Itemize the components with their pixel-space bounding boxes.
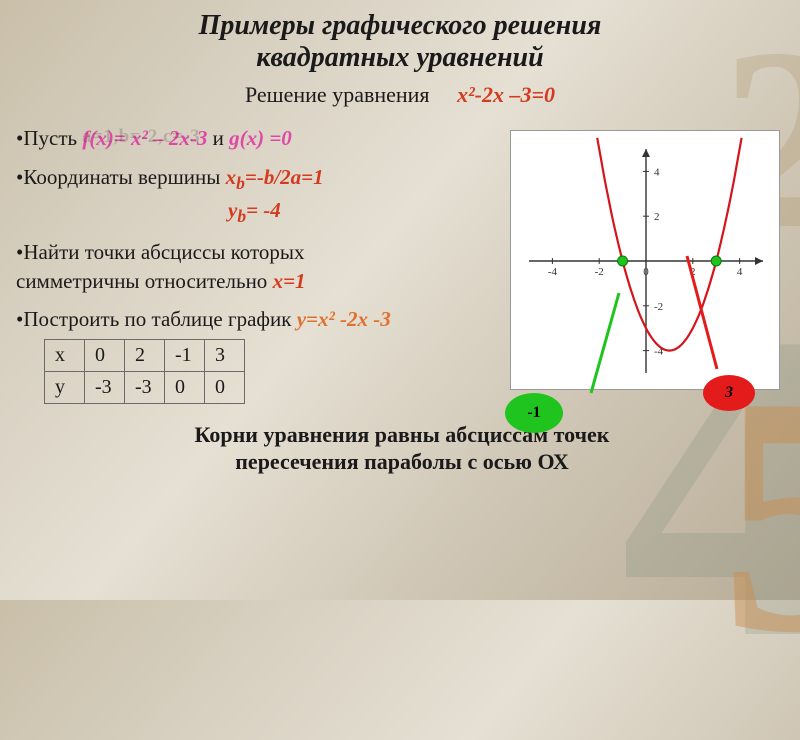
plot-eq: y=x² -2x -3 bbox=[297, 307, 391, 331]
sym-line-1: •Найти точки абсциссы которых bbox=[16, 240, 305, 264]
vertex-xb-x: x bbox=[226, 165, 237, 189]
subtitle-plain: Решение уравнения bbox=[245, 82, 430, 107]
parabola-chart: -4-2024-4-224 -1 3 bbox=[510, 130, 780, 390]
svg-text:4: 4 bbox=[654, 166, 660, 178]
cell: 0 bbox=[165, 372, 205, 404]
vertex-xb-sub: b bbox=[236, 173, 245, 193]
svg-text:0: 0 bbox=[643, 266, 649, 278]
callout-line-left bbox=[561, 353, 621, 433]
vertex-xb-eq: =-b/2a=1 bbox=[245, 165, 324, 189]
cell: 3 bbox=[205, 340, 245, 372]
coeff-overlay: a=1,b=-2,c=-3 bbox=[82, 124, 200, 150]
svg-text:-2: -2 bbox=[654, 301, 663, 313]
page-title: Примеры графического решения квадратных … bbox=[0, 0, 800, 74]
root-callout-left: -1 bbox=[505, 393, 563, 433]
subtitle: Решение уравнения x²-2x –3=0 bbox=[0, 82, 800, 108]
svg-text:-4: -4 bbox=[548, 266, 558, 278]
cell: -3 bbox=[85, 372, 125, 404]
title-line-2: квадратных уравнений bbox=[256, 42, 543, 73]
vertex-yb-y: y bbox=[228, 198, 237, 222]
root-callout-right: 3 bbox=[703, 375, 755, 411]
table-row: y -3 -3 0 0 bbox=[45, 372, 245, 404]
vertex-yb-sub: b bbox=[237, 206, 246, 226]
vertex-text: •Координаты вершины bbox=[16, 165, 226, 189]
svg-text:-2: -2 bbox=[595, 266, 604, 278]
bullet-let-mid: и bbox=[213, 126, 230, 150]
vertex-yb: yb= -4 bbox=[228, 198, 281, 222]
xy-table: x 0 2 -1 3 y -3 -3 0 0 bbox=[44, 339, 245, 404]
conclusion: Корни уравнения равны абсциссам точек пе… bbox=[16, 422, 788, 475]
table-row: x 0 2 -1 3 bbox=[45, 340, 245, 372]
gx-expr: g(x) =0 bbox=[229, 126, 292, 150]
svg-text:2: 2 bbox=[654, 211, 660, 223]
conclusion-l2: пересечения параболы с осью ОХ bbox=[235, 449, 569, 474]
title-line-1: Примеры графического решения bbox=[199, 10, 602, 41]
vertex-xb: xb=-b/2a=1 bbox=[226, 165, 324, 189]
cell: -1 bbox=[165, 340, 205, 372]
bullet-let-text: •Пусть bbox=[16, 126, 82, 150]
cell: 0 bbox=[205, 372, 245, 404]
vertex-yb-eq: = -4 bbox=[246, 198, 281, 222]
svg-text:4: 4 bbox=[737, 266, 743, 278]
cell: 0 bbox=[85, 340, 125, 372]
sym-x1: x=1 bbox=[273, 269, 306, 293]
plot-text: •Построить по таблице график bbox=[16, 307, 297, 331]
subtitle-equation: x²-2x –3=0 bbox=[457, 82, 555, 107]
cell: 2 bbox=[125, 340, 165, 372]
sym-line-2: симметричны относительно bbox=[16, 269, 273, 293]
cell: -3 bbox=[125, 372, 165, 404]
cell: y bbox=[45, 372, 85, 404]
cell: x bbox=[45, 340, 85, 372]
